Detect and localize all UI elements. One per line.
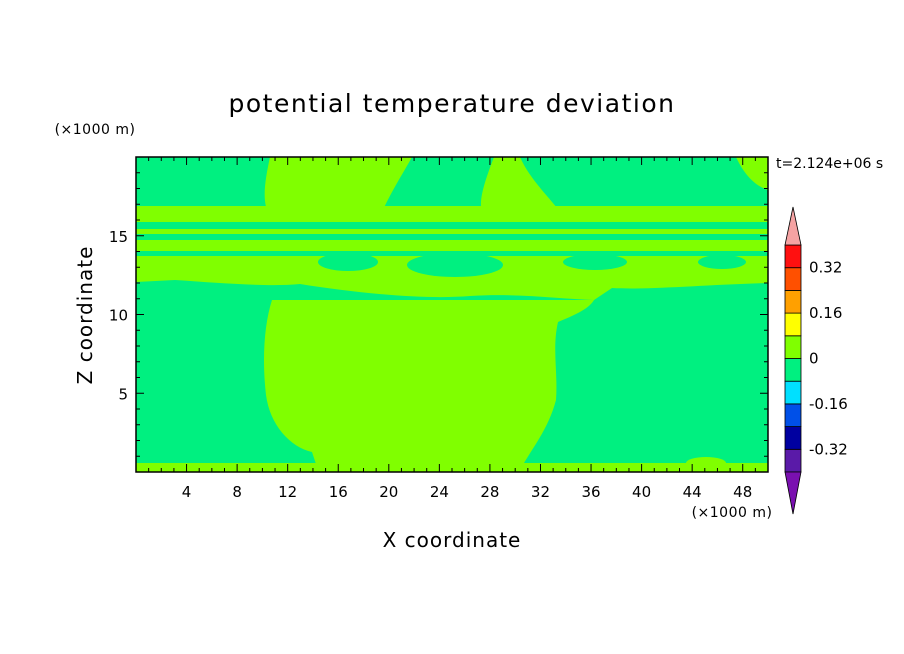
x-tick-label: 28 [480, 483, 499, 501]
y-unit-label: (×1000 m) [55, 122, 136, 138]
contour-field [136, 157, 768, 472]
x-tick-label: 16 [329, 483, 348, 501]
colorbar-swatch [784, 312, 802, 337]
x-tick-label: 48 [733, 483, 752, 501]
y-tick-label: 15 [109, 228, 128, 246]
x-tick-label: 40 [632, 483, 651, 501]
y-axis: 5 10 15 [109, 172, 768, 457]
y-tick-label: 10 [109, 307, 128, 325]
contour-island-2 [407, 253, 503, 277]
x-tick-label: 20 [379, 483, 398, 501]
chart-title: potential temperature deviation [229, 89, 676, 118]
x-tick-label: 44 [683, 483, 702, 501]
negative-contour-islands [136, 222, 768, 277]
contour-island-3 [563, 254, 627, 270]
x-tick-label: 4 [182, 483, 192, 501]
x-tick-label: 32 [531, 483, 550, 501]
colorbar-swatch [784, 426, 802, 450]
time-label: t=2.124e+06 s [776, 156, 883, 172]
colorbar-tick-label: 0.16 [809, 304, 842, 322]
contour-bottom-band [136, 463, 768, 472]
contour-gap-2 [136, 234, 768, 240]
x-tick-label: 12 [278, 483, 297, 501]
colorbar-tick-label: -0.16 [809, 395, 848, 413]
contour-stripe-1 [136, 206, 768, 222]
colorbar-swatch [784, 380, 802, 405]
colorbar-swatch [784, 448, 802, 473]
contour-plume [264, 300, 594, 470]
y-axis-label: Z coordinate [73, 246, 97, 385]
colorbar-under-triangle [784, 471, 802, 515]
x-unit-label: (×1000 m) [692, 505, 773, 521]
x-tick-label: 24 [430, 483, 449, 501]
x-tick-label: 8 [232, 483, 242, 501]
x-axis-label: X coordinate [383, 528, 522, 552]
colorbar: 0.32 0.16 0 -0.16 -0.32 [784, 206, 848, 515]
x-tick-label: 36 [581, 483, 600, 501]
y-tick-label: 5 [118, 385, 128, 403]
colorbar-swatch [784, 403, 802, 427]
contour-top-lobe-3 [736, 157, 768, 190]
contour-bottom-patch [686, 457, 726, 469]
colorbar-tick-label: 0 [809, 350, 819, 368]
colorbar-swatch [784, 244, 802, 269]
colorbar-swatch [784, 289, 802, 314]
colorbar-swatch [784, 335, 802, 359]
x-axis: 4 8 12 16 20 24 28 32 36 40 44 48 [148, 157, 756, 501]
contour-island-1 [318, 253, 378, 271]
colorbar-swatch [784, 267, 802, 291]
contour-stripe-2 [136, 229, 768, 234]
contour-top-lobe-1 [264, 157, 412, 212]
colorbar-over-triangle [784, 206, 802, 246]
contour-gap-1 [136, 222, 768, 229]
colorbar-tick-label: -0.32 [809, 440, 848, 458]
colorbar-tick-label: 0.32 [809, 259, 842, 277]
contour-island-4 [698, 255, 746, 269]
colorbar-swatch [784, 358, 802, 382]
contour-stripe-3 [136, 240, 768, 251]
contour-top-lobe-2 [480, 157, 560, 212]
